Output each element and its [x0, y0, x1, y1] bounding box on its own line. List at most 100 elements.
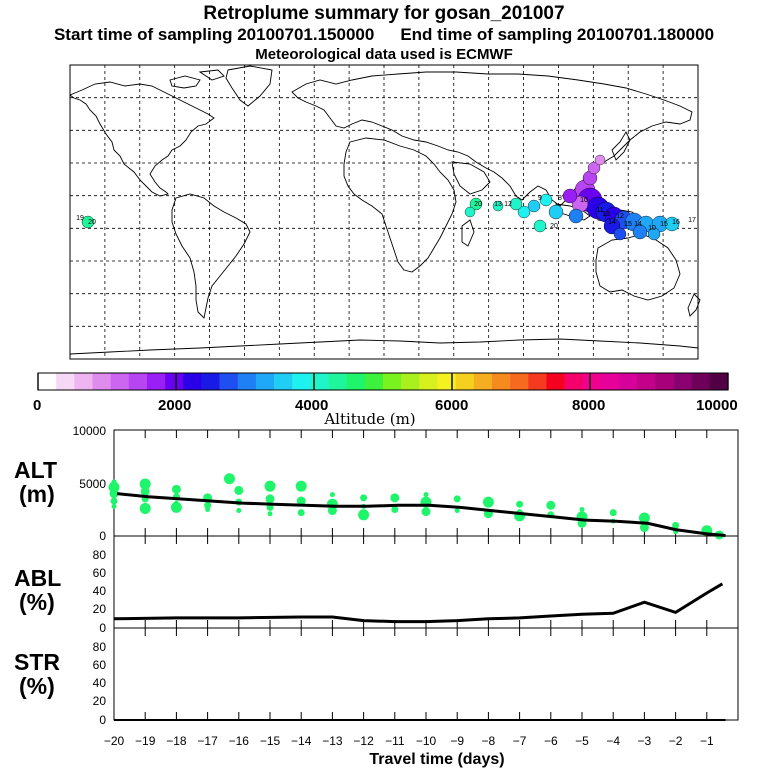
- x-tick-label: −20: [104, 734, 125, 748]
- alt-scatter-point: [390, 493, 400, 503]
- abl-ytick-40: 40: [93, 584, 107, 598]
- colorbar-cell: [455, 373, 475, 390]
- colorbar-cell: [473, 373, 493, 390]
- plume-blob: [464, 206, 476, 218]
- colorbar-tick-8000: 8000: [572, 397, 605, 414]
- colorbar-cell: [528, 373, 547, 390]
- x-tick-labels: −20 −19 −18 −17 −16 −15 −14 −13 −12 −11 −10 −9 −8 −7 −…: [104, 734, 714, 748]
- plume-day-marker: 10: [580, 197, 588, 204]
- plume-day-marker: 20: [88, 219, 96, 226]
- alt-x-ticks: [113, 430, 708, 536]
- colorbar-cell: [419, 373, 438, 390]
- plume-blob: [594, 154, 606, 166]
- x-tick-label: −6: [544, 734, 558, 748]
- end-time-label: End time of sampling 20100701.180000: [400, 25, 715, 44]
- plume-blob: [562, 188, 578, 204]
- alt-scatter-point: [639, 523, 649, 533]
- colorbar-cell: [165, 373, 184, 390]
- alt-scatter-point: [234, 485, 244, 495]
- colorbar-cell: [219, 373, 239, 390]
- x-tick-label: −10: [416, 734, 437, 748]
- alt-ytick-10000: 10000: [73, 424, 107, 438]
- abl-x-ticks: [113, 536, 708, 628]
- str-ytick-60: 60: [93, 658, 107, 672]
- str-ytick-40: 40: [93, 676, 107, 690]
- alt-scatter-point: [139, 478, 151, 490]
- colorbar-cell: [364, 373, 384, 390]
- colorbar-cell: [237, 373, 257, 390]
- x-tick-label: −3: [638, 734, 652, 748]
- alt-scatter-point: [579, 507, 585, 512]
- colorbar-cell: [401, 373, 420, 390]
- plume-blob: [533, 219, 547, 233]
- plume-day-marker: 13: [494, 201, 502, 208]
- alt-scatter-point: [236, 508, 242, 514]
- colorbar-cell: [128, 373, 148, 390]
- plume-day-marker: 8: [558, 195, 562, 202]
- str-ylabel: STR: [14, 649, 60, 675]
- alt-scatter-point: [358, 509, 370, 521]
- alt-scatter-point: [265, 494, 275, 504]
- plume-blob: [81, 215, 95, 229]
- alt-scatter-point: [482, 496, 494, 508]
- alt-scatter-point: [546, 500, 556, 510]
- colorbar-cell: [437, 373, 456, 390]
- x-tick-label: −8: [482, 734, 496, 748]
- x-axis-label: Travel time (days): [369, 751, 504, 768]
- start-time-label: Start time of sampling 20100701.150000: [53, 25, 375, 44]
- colorbar-cell: [74, 373, 93, 390]
- colorbar-cell: [328, 373, 347, 390]
- alt-scatter-point: [672, 521, 680, 529]
- alt-scatter-point: [264, 480, 276, 492]
- coastline-new-zealand: [687, 293, 701, 317]
- plume-day-marker: 13: [602, 211, 610, 218]
- colorbar-cell: [619, 373, 638, 390]
- colorbar-cell: [655, 373, 674, 390]
- colorbar-cell: [673, 373, 692, 390]
- colorbar-cell: [310, 373, 329, 390]
- colorbar-cell: [292, 373, 311, 390]
- alt-scatter-point: [295, 480, 307, 492]
- alt-scatter-point: [108, 481, 120, 493]
- x-tick-label: −1: [700, 734, 714, 748]
- colorbar-tick-0: 0: [33, 397, 41, 414]
- plume-day-marker: 12: [504, 201, 512, 208]
- colorbar-title: Altitude (m): [323, 410, 415, 428]
- str-panel: STR (%) 80 60 40 20 0: [14, 627, 739, 727]
- alt-scatter-point: [454, 508, 460, 514]
- alt-scatter-point: [296, 496, 306, 506]
- str-ytick-20: 20: [93, 694, 107, 708]
- plume-day-marker: 9: [538, 195, 542, 202]
- alt-ytick-5000: 5000: [79, 477, 106, 491]
- coastline-antarctica: [69, 338, 699, 355]
- alt-scatter-point: [110, 497, 118, 505]
- colorbar-cells: [37, 373, 729, 390]
- alt-scatter-point: [423, 492, 429, 498]
- coastline-arctic-islands: [169, 69, 225, 89]
- colorbar-tick-6000: 6000: [435, 397, 468, 414]
- alt-mean-line: [116, 492, 726, 537]
- alt-scatter-point: [267, 511, 273, 517]
- x-tick-label: −12: [353, 734, 374, 748]
- colorbar-cell: [383, 373, 402, 390]
- str-ytick-80: 80: [93, 640, 107, 654]
- plume-blob: [517, 205, 531, 219]
- abl-line: [113, 582, 724, 624]
- plume-day-marker: 10: [648, 225, 656, 232]
- colorbar-cell: [183, 373, 202, 390]
- colorbar-cell: [56, 373, 75, 390]
- abl-ylabel: ABL: [14, 565, 61, 591]
- colorbar-cell: [691, 373, 711, 390]
- alt-scatter-point: [391, 506, 399, 513]
- colorbar-tick-4000: 4000: [295, 397, 328, 414]
- plume-day-marker: 15: [624, 221, 632, 228]
- colorbar-cell: [510, 373, 529, 390]
- sampling-times: Start time of sampling 20100701.150000 En…: [0, 25, 768, 45]
- alt-scatter-point: [204, 501, 212, 509]
- abl-panel-frame: [113, 535, 739, 629]
- str-yunit: (%): [19, 673, 55, 699]
- colorbar-cell: [346, 373, 366, 390]
- coastline-south-america: [171, 193, 251, 319]
